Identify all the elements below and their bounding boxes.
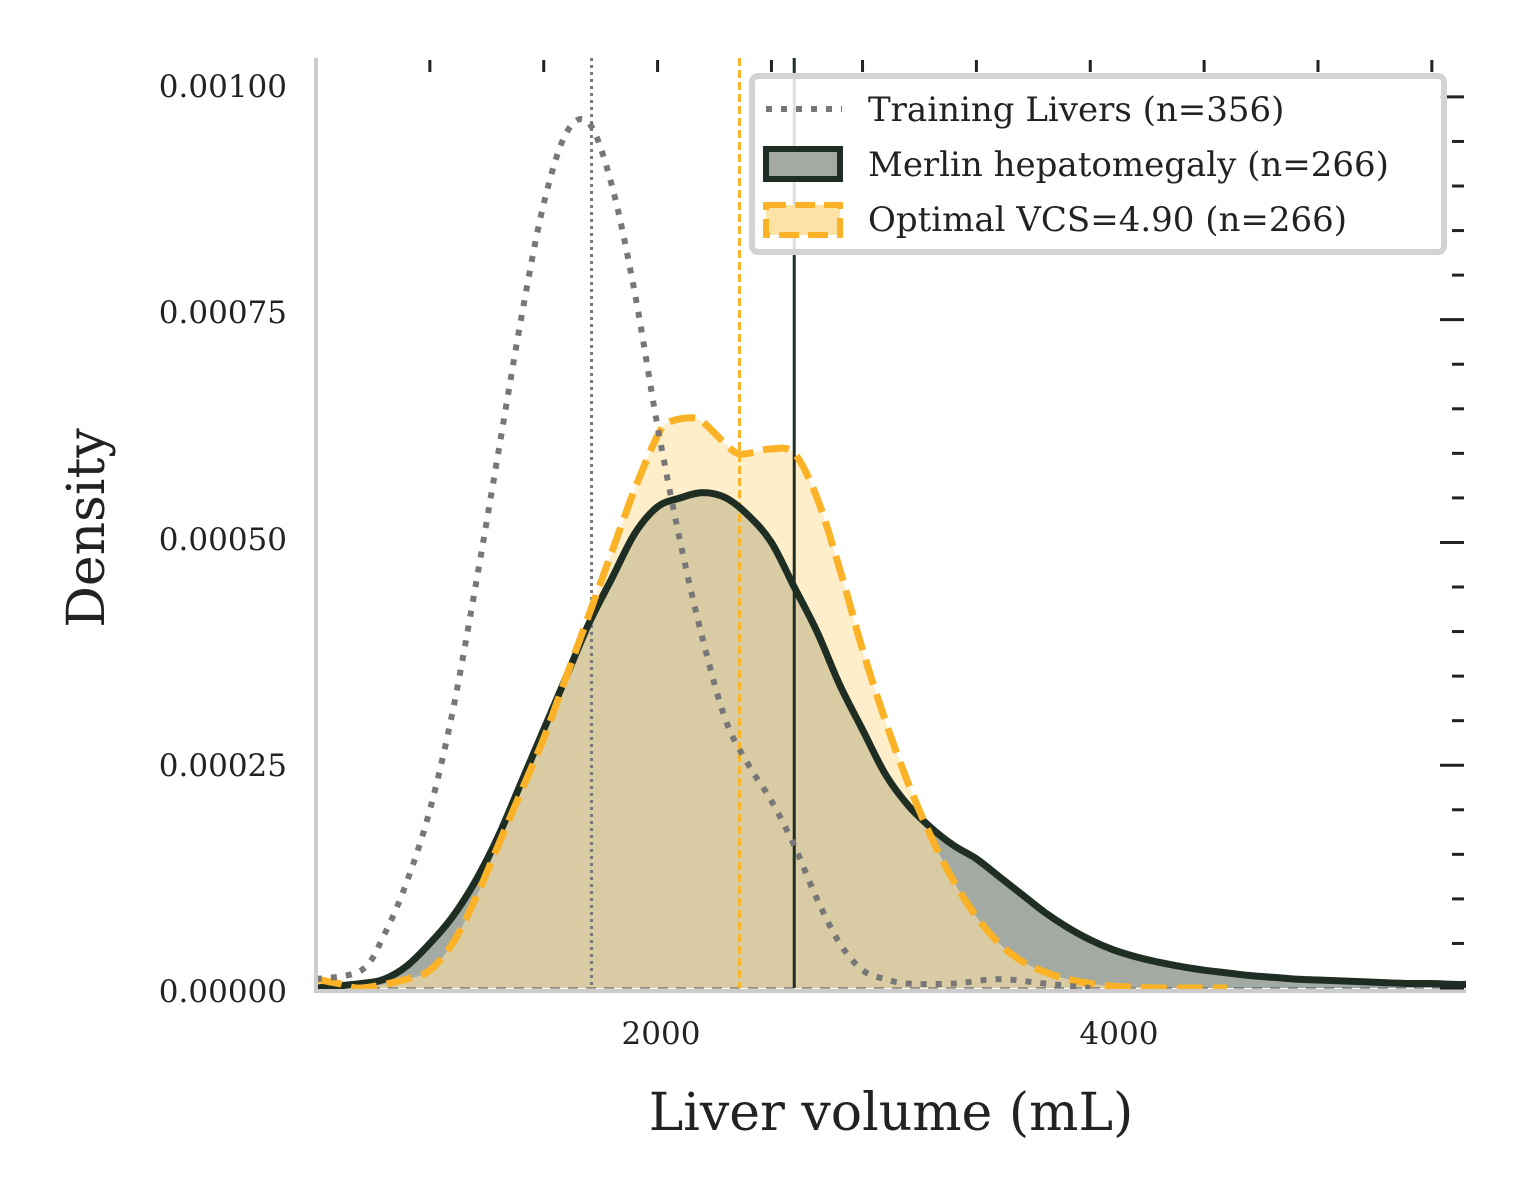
y-axis-label: Density [57,428,117,628]
curve-merlin [315,489,1467,992]
legend-swatch-merlin [763,146,843,182]
y-tick-label: 0.00050 [159,522,287,558]
density-curves [315,116,1467,992]
density-fills [316,417,1466,989]
y-tick-label: 0.00075 [159,295,287,331]
legend-swatch-optimal [763,202,843,238]
y-tick-label: 0.00025 [159,748,287,784]
x-tick-label: 4000 [1080,1016,1159,1052]
x-tick-label: 2000 [622,1016,701,1052]
legend-box [749,73,1447,255]
y-tick-label: 0.00100 [159,69,287,105]
legend-label-merlin: Merlin hepatomegaly (n=266) [868,145,1389,185]
x-axis-label: Liver volume (mL) [649,1083,1134,1143]
legend: Training Livers (n=356) Merlin hepatomeg… [749,73,1447,255]
curve-optimal [315,414,1227,992]
tick-marks [428,60,1464,990]
area-optimal [316,417,1227,989]
legend-label-optimal: Optimal VCS=4.90 (n=266) [868,200,1347,240]
legend-label-training: Training Livers (n=356) [868,90,1284,130]
y-tick-label: 0.00000 [159,974,287,1010]
